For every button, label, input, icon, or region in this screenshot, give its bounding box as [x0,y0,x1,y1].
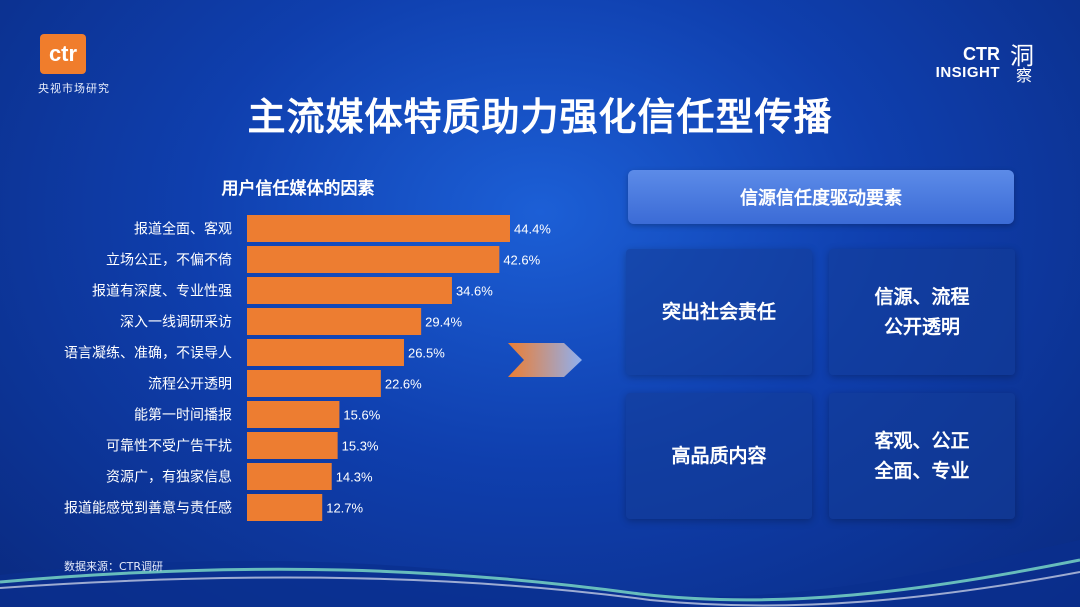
bar-1 [247,246,500,273]
value-label-2: 34.6% [456,284,493,299]
category-label-6: 能第一时间播报 [134,407,232,424]
category-label-1: 立场公正，不偏不倚 [106,253,232,269]
category-label-9: 报道能感觉到善意与责任感 [64,500,232,517]
bar-7 [247,432,338,459]
driver-card-line: 全面、专业 [874,460,970,482]
chart-title: 用户信任媒体的因素 [221,179,375,199]
insight-cn-char-2: 察 [1015,66,1032,85]
driver-card-line: 公开透明 [883,316,960,338]
driver-card-line: 突出社会责任 [661,301,776,323]
data-source-note: 数据来源：CTR调研 [64,560,164,573]
decorative-wave [0,540,1080,607]
value-label-3: 29.4% [425,315,462,330]
value-label-5: 22.6% [385,377,422,392]
page-title: 主流媒体特质助力强化信任型传播 [247,95,833,139]
category-label-3: 深入一线调研采访 [120,315,232,331]
ctr-insight-logo: CTR INSIGHT 洞 察 [912,40,1042,90]
ctr-logo: ctr [40,34,86,74]
driver-card-line: 信源、流程 [874,286,970,308]
insight-ctr-text: CTR [963,44,1000,64]
driver-card-line: 高品质内容 [671,445,767,467]
driver-card-line: 客观、公正 [874,430,970,452]
value-label-0: 44.4% [514,222,551,237]
drivers-header: 信源信任度驱动要素 [628,170,1014,224]
value-label-9: 12.7% [326,501,363,516]
bar-9 [247,494,323,521]
driver-card-quality-content: 高品质内容 [626,393,812,519]
driver-card-social-responsibility: 突出社会责任 [626,249,812,375]
value-label-4: 26.5% [408,346,445,361]
category-label-5: 流程公开透明 [148,377,232,393]
driver-card-objective-professional: 客观、公正 全面、专业 [829,393,1015,519]
bar-3 [247,308,422,335]
insight-cn-char-1: 洞 [1010,42,1034,70]
arrow-right-icon [508,343,582,377]
driver-card-transparency: 信源、流程 公开透明 [829,249,1015,375]
value-label-1: 42.6% [503,253,540,268]
bar-5 [247,370,381,397]
category-label-8: 资源广，有独家信息 [106,469,232,486]
bar-8 [247,463,332,490]
ctr-logo-subtitle: 央视市场研究 [38,82,110,95]
value-label-7: 15.3% [342,439,379,454]
category-label-4: 语言凝练、准确，不误导人 [64,346,232,362]
category-label-0: 报道全面、客观 [134,221,232,238]
value-label-8: 14.3% [336,470,373,485]
value-label-6: 15.6% [343,408,380,423]
category-label-7: 可靠性不受广告干扰 [106,439,232,455]
bar-4 [247,339,404,366]
category-label-2: 报道有深度、专业性强 [92,284,232,300]
bar-2 [247,277,452,304]
insight-word-text: INSIGHT [935,64,1000,81]
bar-6 [247,401,340,428]
bar-chart: 报道全面、客观 44.4% 立场公正，不偏不倚 42.6% 报道有深度、专业性强 34.6… [64,215,551,521]
bar-0 [247,215,510,242]
